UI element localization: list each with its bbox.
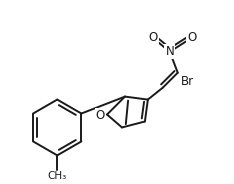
Text: Br: Br xyxy=(181,75,194,88)
Text: N: N xyxy=(165,45,174,58)
Text: O: O xyxy=(148,31,157,44)
Text: O: O xyxy=(96,109,105,122)
Text: O: O xyxy=(187,31,196,44)
Text: CH₃: CH₃ xyxy=(48,171,67,181)
